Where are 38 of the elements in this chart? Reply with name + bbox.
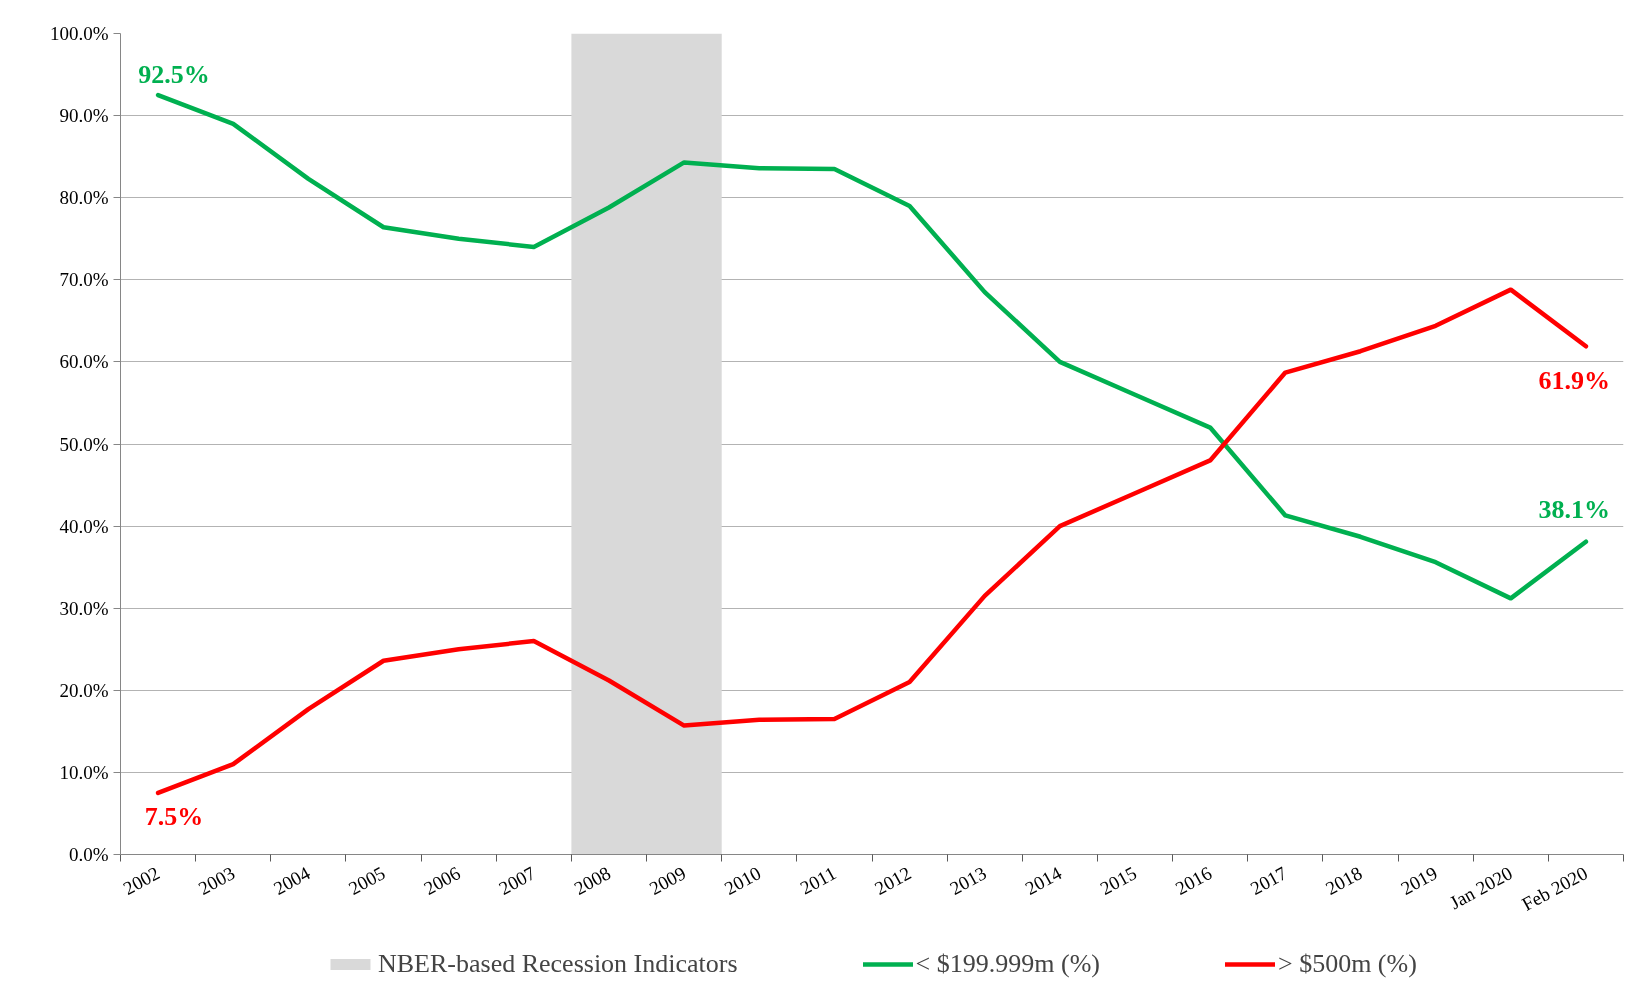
- data-label: 61.9%: [1538, 366, 1610, 396]
- y-tick-label: 100.0%: [49, 23, 109, 44]
- x-tick-label: 2006: [420, 862, 464, 899]
- x-tick-label: 2005: [345, 862, 389, 899]
- x-tick-label: Jan 2020: [1446, 862, 1516, 914]
- x-tick-label: 2009: [645, 862, 690, 899]
- y-tick-label: 50.0%: [59, 433, 109, 455]
- x-tick-label: 2013: [946, 862, 990, 899]
- x-tick-label: 2018: [1322, 862, 1366, 899]
- x-tick-label: 2016: [1171, 862, 1216, 899]
- legend-label: NBER-based Recession Indicators: [378, 949, 738, 979]
- data-label: 7.5%: [144, 801, 204, 831]
- legend-label: < $199.999m (%): [915, 949, 1100, 979]
- x-tick-label: 2010: [720, 862, 765, 899]
- x-tick-label: 2011: [796, 862, 840, 899]
- y-tick-label: 60.0%: [59, 351, 109, 373]
- x-tick-label: 2007: [495, 862, 539, 899]
- y-tick-label: 40.0%: [59, 515, 109, 537]
- y-tick-label: 20.0%: [59, 679, 109, 701]
- x-tick-label: 2008: [570, 862, 615, 899]
- y-tick-label: 30.0%: [59, 597, 109, 619]
- x-tick-label: 2015: [1096, 862, 1141, 899]
- x-tick-label: Feb 2020: [1518, 862, 1591, 915]
- x-tick-label: 2003: [194, 862, 239, 899]
- y-tick-label: 70.0%: [59, 269, 109, 291]
- x-tick-label: 2004: [269, 862, 314, 899]
- x-tick-label: 2002: [119, 862, 164, 899]
- x-tick-label: 2019: [1397, 862, 1441, 899]
- x-tick-label: 2012: [871, 862, 915, 899]
- x-tick-label: 2017: [1246, 862, 1291, 899]
- y-tick-label: 0.0%: [68, 844, 109, 865]
- legend-label: > $500m (%): [1277, 949, 1417, 979]
- y-tick-label: 10.0%: [59, 761, 109, 783]
- x-tick-label: 2014: [1021, 862, 1066, 899]
- data-label: 92.5%: [138, 60, 210, 90]
- data-label: 38.1%: [1538, 494, 1610, 524]
- y-tick-label: 90.0%: [59, 105, 109, 127]
- y-tick-label: 80.0%: [59, 187, 109, 209]
